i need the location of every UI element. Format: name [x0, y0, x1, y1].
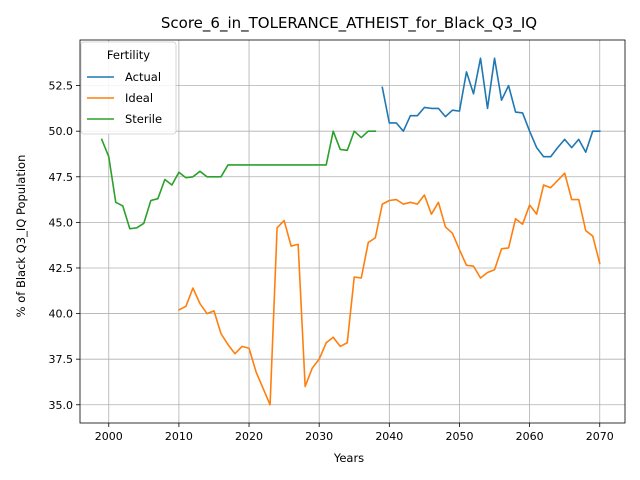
grid-lines: [80, 40, 625, 423]
legend-label-ideal: Ideal: [125, 91, 153, 105]
series-line-actual: [381, 57, 601, 158]
legend-label-sterile: Sterile: [125, 112, 162, 126]
y-tick-label: 45.0: [49, 216, 74, 229]
y-axis-label: % of Black Q3_IQ Population: [14, 155, 28, 318]
plot-series: [100, 57, 601, 406]
x-tick-label: 2020: [235, 430, 263, 443]
y-tick-label: 52.5: [49, 80, 74, 93]
x-tick-label: 2040: [375, 430, 403, 443]
plot-area-frame: [79, 39, 626, 424]
y-tick-label: 35.0: [49, 399, 74, 412]
legend-title: Fertility: [107, 48, 150, 62]
x-tick-label: 2070: [586, 430, 614, 443]
x-tick-label: 2010: [165, 430, 193, 443]
chart-title: Score_6_in_TOLERANCE_ATHEIST_for_Black_Q…: [161, 14, 537, 33]
x-tick-label: 2000: [95, 430, 123, 443]
x-tick-label: 2030: [305, 430, 333, 443]
x-tick-label: 2050: [445, 430, 473, 443]
series-line-sterile: [100, 130, 377, 230]
legend-entries: Actual Ideal Sterile: [87, 70, 162, 126]
y-tick-label: 37.5: [49, 353, 74, 366]
y-tick-label: 40.0: [49, 308, 74, 321]
y-tick-label: 50.0: [49, 125, 74, 138]
y-axis-ticks: 35.0 37.5 40.0 42.5 45.0 47.5 50.0 52.5: [49, 80, 80, 412]
series-line-ideal: [177, 172, 601, 406]
y-tick-label: 47.5: [49, 171, 74, 184]
x-axis-ticks: 2000 2010 2020 2030 2040 2050 2060 2070: [95, 423, 614, 443]
legend: Fertility Actual Ideal Sterile: [80, 41, 177, 135]
x-tick-label: 2060: [516, 430, 544, 443]
legend-box: [80, 41, 177, 135]
legend-label-actual: Actual: [125, 70, 161, 84]
x-axis-label: Years: [333, 451, 364, 465]
y-tick-label: 42.5: [49, 262, 74, 275]
